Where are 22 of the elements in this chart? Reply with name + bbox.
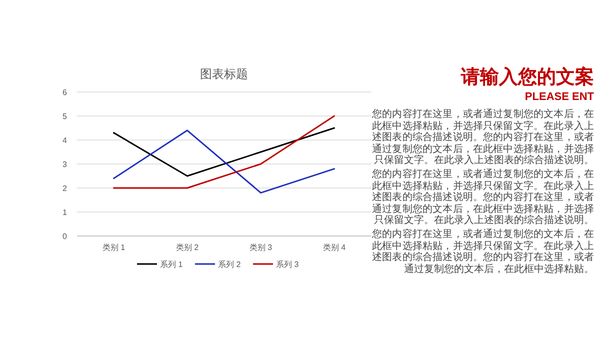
chart-title: 图表标题: [200, 67, 248, 81]
legend-label: 系列 1: [160, 260, 184, 269]
legend-label: 系列 2: [218, 260, 242, 269]
line-series: [113, 127, 335, 177]
text: 您的内容打在这里，或者通过复制您的文本后，在此框中选择粘贴，并选择只保留文字。在此录入上述图表的综合描述说明。您的内容打在这里，或者通过复制您的文本后，在此框中选择粘贴，并选择只保留文字。在此录入上述图表的综合描述说明。: [372, 168, 594, 227]
text: 您的内容打在这里，或者通过复制您的文本后，在此框中选择粘贴，并选择只保留文字。在此录入上述图表的综合描述说明。您的内容打在这里，或者通过复制您的文本后，在此框中选择粘贴，并选择只保留文字。在此录入上述图表的综合描述说明。: [372, 109, 594, 167]
text: PLEASE ENT: [524, 90, 594, 105]
line-series: [113, 130, 335, 194]
text: 您的内容打在这里，或者通过复制您的文本后，在此框中选择粘贴，并选择只保留文字。在此录入上述图表的综合描述说明。您的内容打在这里，或者通过复制您的文本后，在此框中选择粘贴。: [372, 228, 594, 276]
y-tick-label: 1: [62, 208, 68, 217]
text: 请输入您的文案: [460, 66, 594, 90]
y-tick-label: 6: [62, 88, 68, 97]
x-tick-label: 类别 1: [102, 243, 126, 252]
y-tick-label: 3: [62, 160, 68, 169]
x-tick-label: 类别 4: [322, 243, 346, 252]
legend-label: 系列 3: [276, 260, 300, 269]
x-tick-label: 类别 2: [176, 243, 200, 252]
y-tick-label: 5: [62, 112, 68, 121]
x-tick-label: 类别 3: [249, 243, 273, 252]
y-tick-label: 0: [62, 232, 68, 241]
y-tick-label: 4: [62, 136, 68, 145]
y-tick-label: 2: [62, 184, 68, 193]
